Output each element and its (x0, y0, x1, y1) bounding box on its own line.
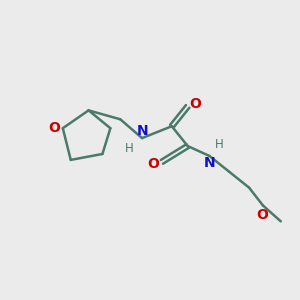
Text: O: O (256, 208, 268, 222)
Text: O: O (147, 157, 159, 171)
Text: N: N (136, 124, 148, 138)
Text: N: N (204, 156, 215, 170)
Text: H: H (215, 138, 224, 151)
Text: O: O (48, 121, 60, 135)
Text: O: O (190, 98, 202, 111)
Text: H: H (125, 142, 134, 154)
